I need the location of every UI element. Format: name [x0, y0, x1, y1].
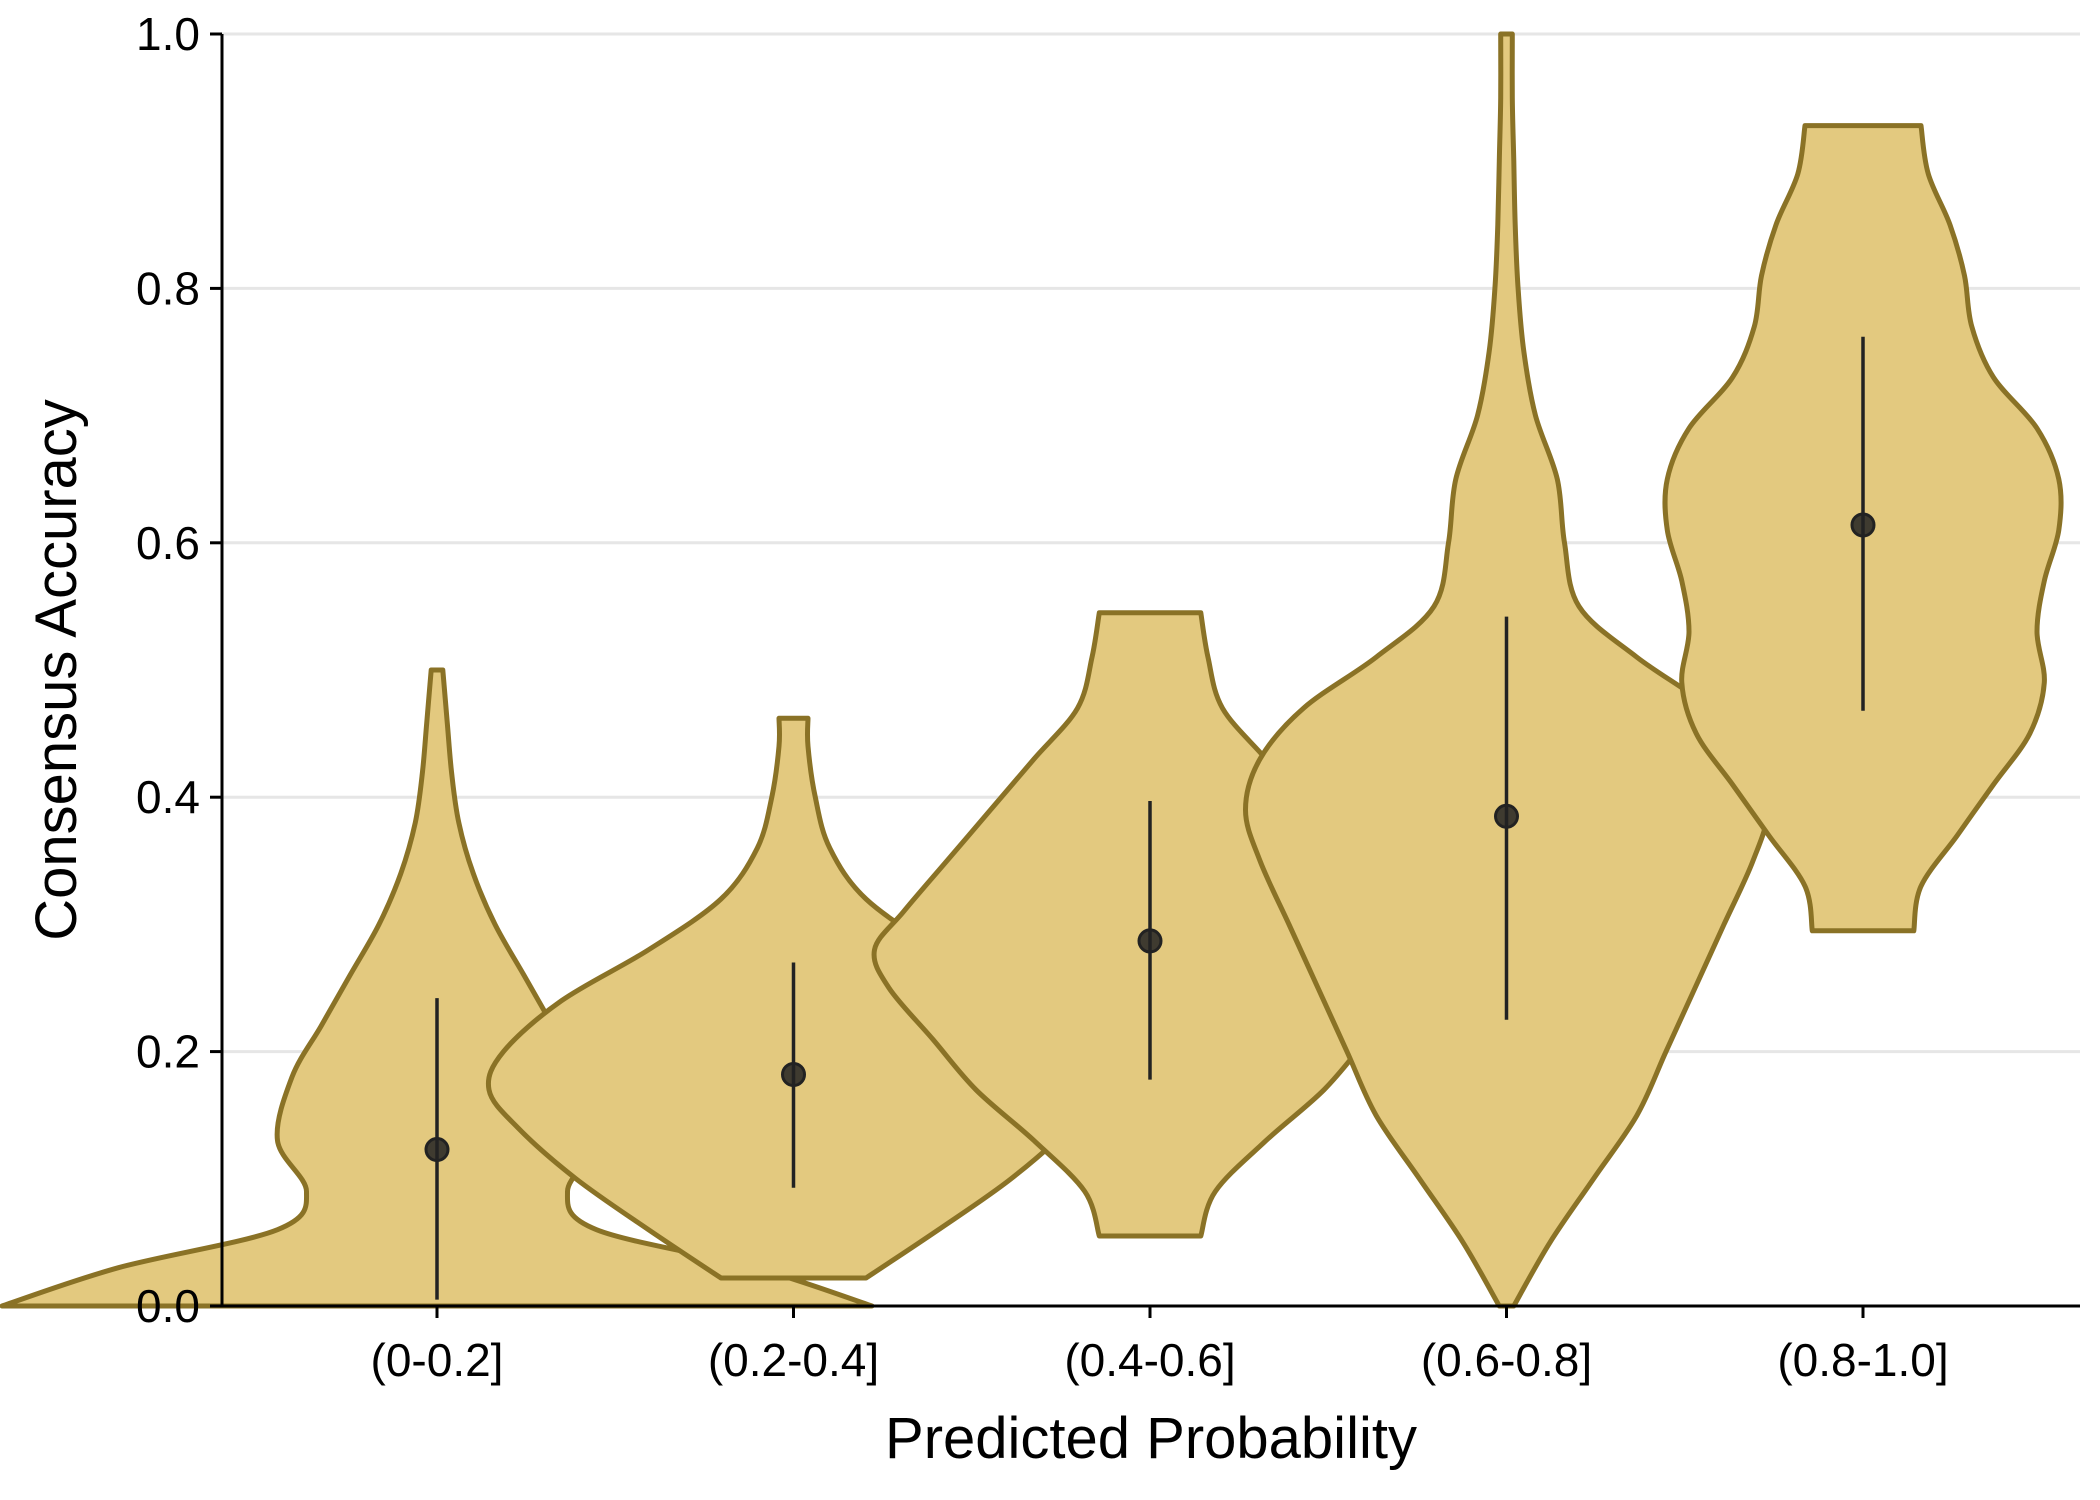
y-tick-label: 0.8 — [136, 262, 200, 314]
x-tick-label: (0-0.2] — [371, 1334, 504, 1386]
y-tick-label: 0.0 — [136, 1280, 200, 1332]
violin-median-point — [781, 1061, 806, 1087]
violin-group — [1662, 123, 2064, 934]
y-tick-label: 0.2 — [136, 1026, 200, 1078]
violin-median-point — [1850, 512, 1876, 538]
x-axis-label: Predicted Probability — [885, 1406, 1417, 1471]
violin-median-point — [424, 1137, 450, 1163]
tick-labels: 0.0 0.2 0.4 0.6 0.8 1.0 (0-0.2] (0.2-0.4] (0.4-0… — [136, 8, 1949, 1386]
violin-median-point — [1137, 928, 1163, 954]
y-tick-label: 1.0 — [136, 8, 200, 60]
violin-group — [1243, 31, 1770, 1309]
x-tick-label: (0.2-0.4] — [708, 1334, 879, 1386]
x-tick-label: (0.4-0.6] — [1064, 1334, 1235, 1386]
x-tick-label: (0.8-1.0] — [1777, 1334, 1948, 1386]
y-tick-label: 0.4 — [136, 771, 200, 823]
violin-median-point — [1494, 803, 1519, 829]
x-tick-label: (0.6-0.8] — [1421, 1334, 1592, 1386]
y-axis-label: Consensus Accuracy — [24, 399, 89, 941]
y-tick-label: 0.6 — [136, 517, 200, 569]
violins — [0, 31, 2064, 1309]
